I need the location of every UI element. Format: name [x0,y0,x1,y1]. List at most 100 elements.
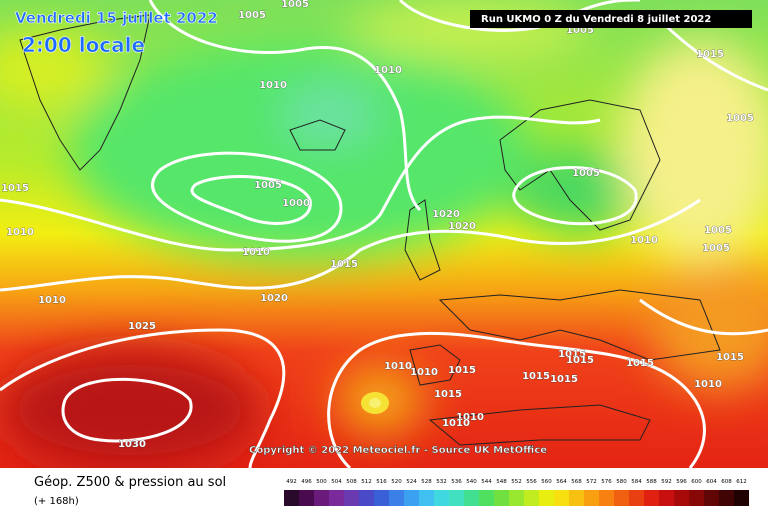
scale-swatch [584,490,599,506]
scale-label: 552 [511,479,522,485]
scale-label: 492 [286,479,297,485]
isobar-label: 1015 [550,374,578,385]
isobar-label: 1015 [434,389,462,400]
scale-swatch [404,490,419,506]
forecast-time: 2:00 locale [22,33,145,57]
isobar-label: 1010 [259,80,287,91]
scale-swatch [509,490,524,506]
scale-swatch [449,490,464,506]
scale-label: 596 [676,479,687,485]
scale-label: 532 [436,479,447,485]
scale-swatch [689,490,704,506]
scale-swatch [554,490,569,506]
scale-label: 500 [316,479,327,485]
isobar-label: 1010 [384,361,412,372]
isobar-label: 1015 [1,183,29,194]
isobar-label: 1005 [704,225,732,236]
scale-swatch [659,490,674,506]
isobar-label: 1005 [238,10,266,21]
scale-label: 516 [376,479,387,485]
scale-label: 608 [721,479,732,485]
scale-label: 612 [736,479,747,485]
scale-swatch [704,490,719,506]
scale-swatch [344,490,359,506]
scale-swatch [479,490,494,506]
isobar-label: 1020 [448,221,476,232]
isobar-label: 1010 [242,247,270,258]
scale-label: 508 [346,479,357,485]
forecast-date: Vendredi 15 juillet 2022 [15,9,218,27]
scale-label: 580 [616,479,627,485]
scale-swatch [719,490,734,506]
isobar-label: 1025 [128,321,156,332]
scale-label: 520 [391,479,402,485]
scale-label: 536 [451,479,462,485]
footer-title: Géop. Z500 & pression au sol [34,475,226,490]
footer-subtitle: (+ 168h) [34,496,79,507]
isobar-label: 1020 [432,209,460,220]
isobar-label: 1015 [626,358,654,369]
isobar-label: 1015 [330,259,358,270]
scale-label: 556 [526,479,537,485]
scale-label: 564 [556,479,567,485]
scale-swatch [569,490,584,506]
isobar-label: 1015 [566,355,594,366]
isobar-label: 1010 [456,412,484,423]
isobar-label: 1005 [572,168,600,179]
isobar-label: 1010 [38,295,66,306]
isobar-label: 1015 [522,371,550,382]
scale-swatch [299,490,314,506]
scale-label: 548 [496,479,507,485]
scale-label: 496 [301,479,312,485]
isobar-label: 1010 [410,367,438,378]
color-scale: 492 496 500 504 508 512 516 520 524 528 532 536 540 5… [284,479,749,506]
scale-label: 528 [421,479,432,485]
isobar-label: 1000 [282,198,310,209]
scale-swatch [374,490,389,506]
isobar-label: 1020 [260,293,288,304]
scale-label: 524 [406,479,417,485]
isobar-label: 1010 [630,235,658,246]
scale-swatch [494,490,509,506]
isobar-label: 1005 [281,0,309,10]
isobar-label: 1005 [726,113,754,124]
scale-swatch [434,490,449,506]
copyright: Copyright © 2022 Meteociel.fr - Source U… [249,445,547,456]
scale-swatch [734,490,749,506]
scale-label: 504 [331,479,342,485]
isobar-label: 1030 [118,439,146,450]
scale-label: 540 [466,479,477,485]
scale-swatch [539,490,554,506]
scale-label: 584 [631,479,642,485]
scale-swatch [314,490,329,506]
scale-label: 572 [586,479,597,485]
scale-swatch [674,490,689,506]
scale-swatch [599,490,614,506]
scale-label: 592 [661,479,672,485]
isobars [0,0,768,468]
scale-swatch [524,490,539,506]
isobar-label: 1015 [558,349,586,360]
scale-swatch [464,490,479,506]
run-info: Run UKMO 0 Z du Vendredi 8 juillet 2022 [481,14,711,25]
isobar-label: 1015 [448,365,476,376]
isobar-label: 1010 [442,418,470,429]
scale-label: 568 [571,479,582,485]
scale-swatch [329,490,344,506]
isobar-label: 1010 [374,65,402,76]
isobar-label: 1005 [254,180,282,191]
scale-label: 576 [601,479,612,485]
scale-label: 604 [706,479,717,485]
isobar-label: 1010 [694,379,722,390]
scale-swatch [284,490,299,506]
scale-swatch [644,490,659,506]
scale-label: 560 [541,479,552,485]
isobar-label: 1005 [566,25,594,36]
scale-swatch [359,490,374,506]
scale-swatch [614,490,629,506]
run-box [470,10,752,28]
scale-label: 512 [361,479,372,485]
scale-label: 588 [646,479,657,485]
